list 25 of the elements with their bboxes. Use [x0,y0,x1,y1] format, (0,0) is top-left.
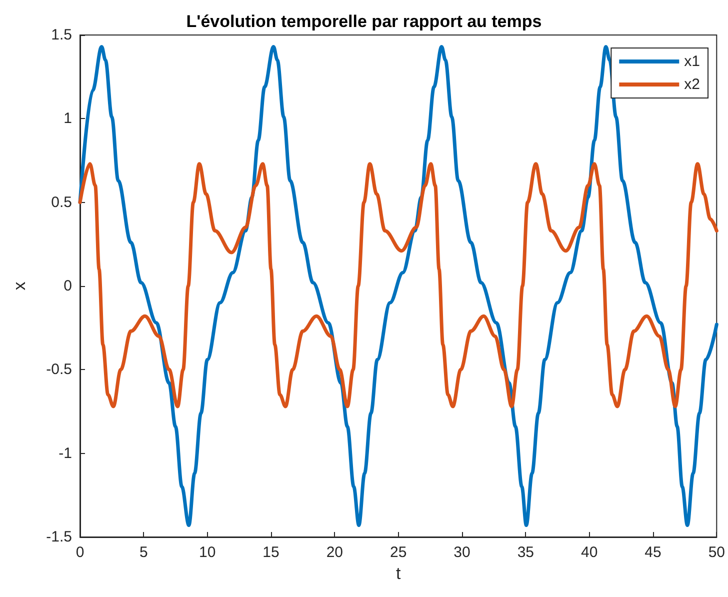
y-tick-label: 0 [64,278,72,294]
y-tick-label: -0.5 [46,361,72,378]
x-tick-label: 30 [454,544,470,561]
legend-label: x1 [684,53,700,70]
y-tick-label: -1.5 [46,528,72,546]
x-tick-label: 15 [262,544,280,561]
x-tick-label: 50 [708,544,725,561]
x-tick-label: 40 [580,544,598,561]
x-tick-label: 10 [198,544,216,561]
legend-label: x2 [684,76,700,93]
y-tick-label: 1.5 [51,26,72,44]
x-tick-label: 0 [76,544,84,561]
line-series [78,44,718,528]
line-series [78,162,718,408]
chart-title: L'évolution temporelle par rapport au temps [186,12,542,31]
x-tick-label: 20 [326,544,344,561]
x-tick-label: 45 [644,544,662,561]
y-tick-label: 1 [64,110,72,128]
y-axis-title: x [10,281,29,290]
y-tick-label: 0.5 [51,194,72,211]
x-tick-label: 35 [517,544,534,561]
x-axis-title: t [396,564,401,583]
x-tick-label: 25 [390,544,407,561]
x-tick-label: 5 [139,544,148,561]
y-tick-label: -1 [58,444,72,462]
